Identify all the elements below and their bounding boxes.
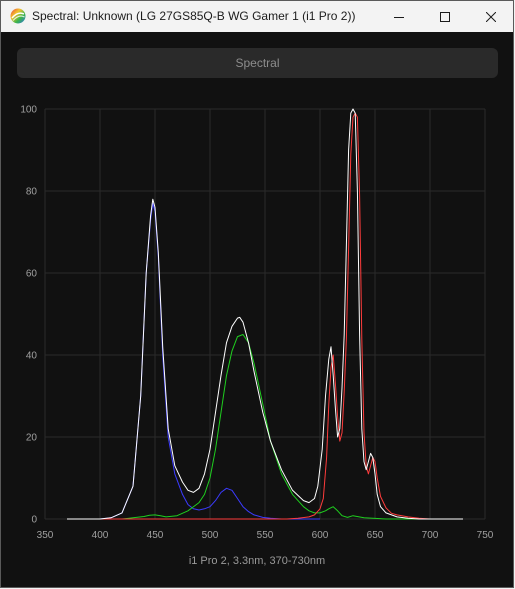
x-tick-label-8: 750 xyxy=(477,530,494,541)
x-tick-label-2: 450 xyxy=(147,530,164,541)
chart-caption: i1 Pro 2, 3.3nm, 370-730nm xyxy=(188,555,326,567)
minimize-icon xyxy=(394,16,404,18)
x-tick-label-0: 350 xyxy=(37,530,54,541)
app-logo-icon xyxy=(10,8,26,24)
x-tick-label-3: 500 xyxy=(202,530,219,541)
maximize-icon xyxy=(440,11,450,22)
y-tick-label-4: 80 xyxy=(26,187,38,198)
series-line-2 xyxy=(67,334,463,520)
window-title: Spectral: Unknown (LG 27GS85Q-B WG Gamer… xyxy=(32,9,356,23)
close-icon xyxy=(486,11,496,22)
x-tick-label-7: 700 xyxy=(422,530,439,541)
series-line-0 xyxy=(67,108,463,520)
spectral-button[interactable]: Spectral xyxy=(17,48,498,78)
x-tick-label-6: 650 xyxy=(367,530,384,541)
y-tick-label-1: 20 xyxy=(26,433,38,444)
series-line-3 xyxy=(67,112,463,520)
y-tick-label-0: 0 xyxy=(31,515,37,526)
x-tick-label-4: 550 xyxy=(257,530,274,541)
maximize-button[interactable] xyxy=(422,1,468,32)
x-tick-label-5: 600 xyxy=(312,530,329,541)
spectral-chart: 350 400 450 500 550 600 650 700 750 0 20 40 60 80 100 xyxy=(20,105,494,542)
y-tick-label-2: 40 xyxy=(26,351,38,362)
x-tick-label-1: 400 xyxy=(92,530,109,541)
title-bar[interactable]: Spectral: Unknown (LG 27GS85Q-B WG Gamer… xyxy=(1,1,513,32)
close-button[interactable] xyxy=(468,1,513,32)
y-tick-label-3: 60 xyxy=(26,269,38,280)
content-area: Spectral 350 400 450 500 550 600 650 700 750 0 20 4… xyxy=(1,32,513,587)
y-tick-label-5: 100 xyxy=(20,105,37,116)
minimize-button[interactable] xyxy=(376,1,422,32)
